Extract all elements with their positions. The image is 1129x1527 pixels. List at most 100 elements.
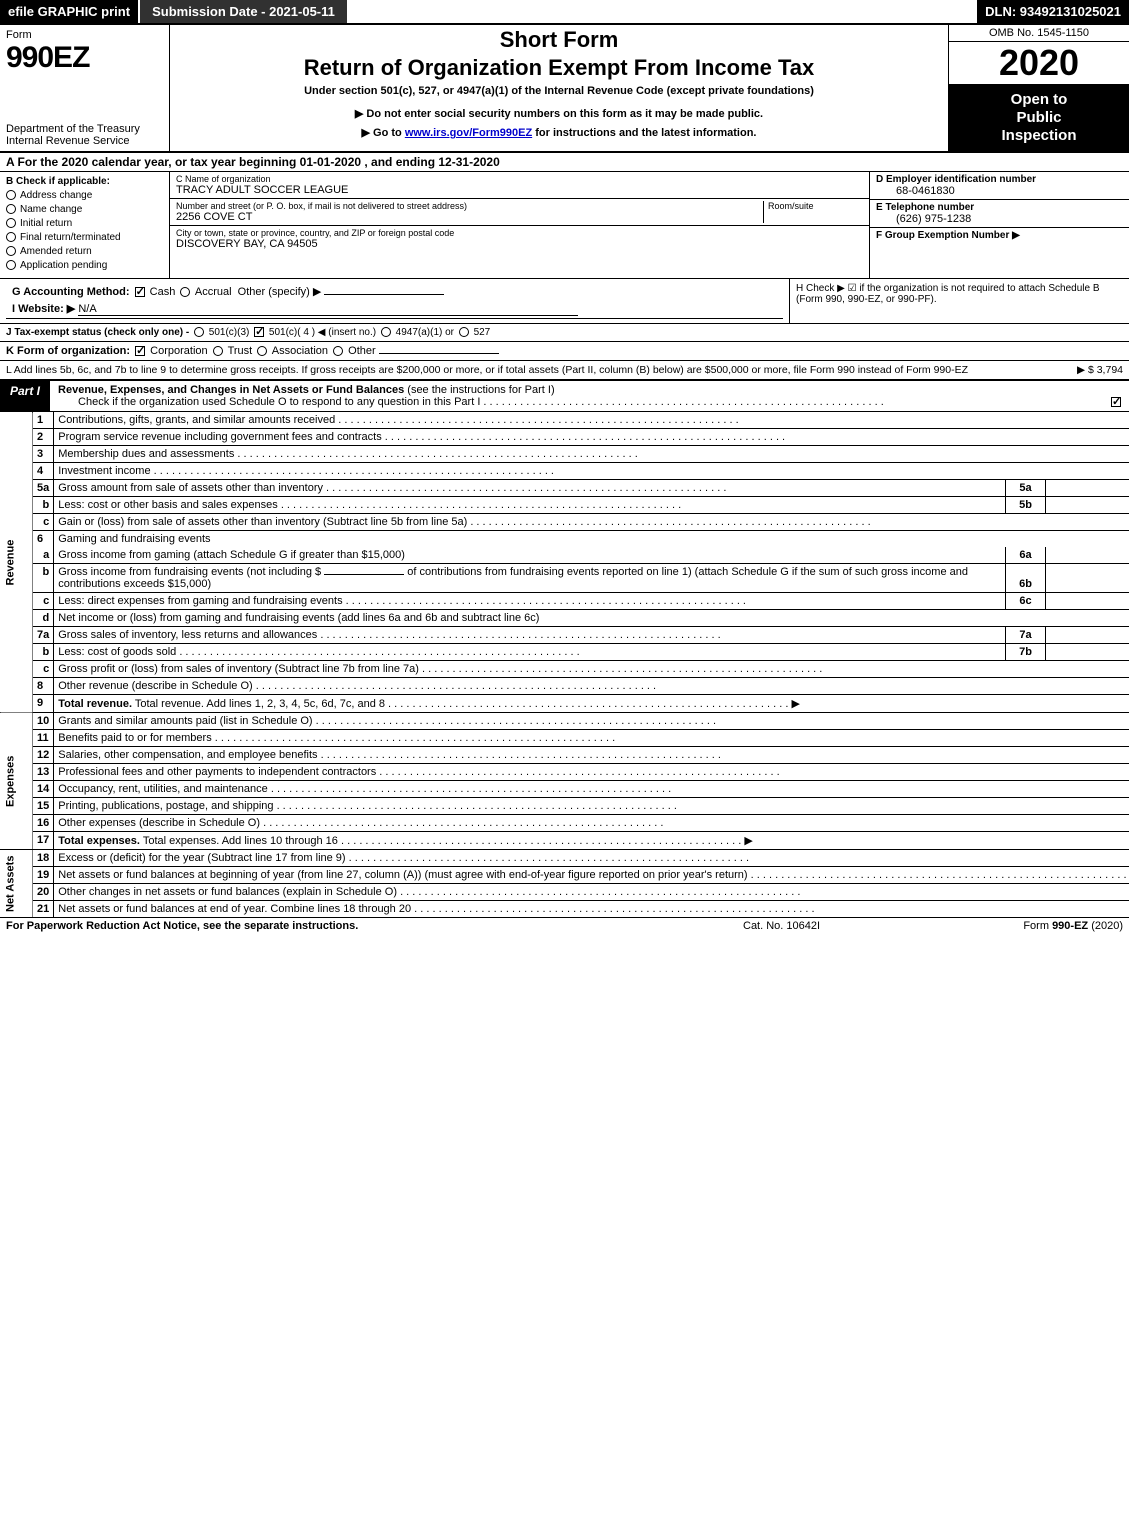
section-l: L Add lines 5b, 6c, and 7b to line 9 to … <box>0 361 1129 381</box>
efile-label[interactable]: efile GRAPHIC print <box>0 0 138 23</box>
chk-application-pending[interactable]: Application pending <box>6 260 163 271</box>
form-number: 990EZ <box>6 41 163 75</box>
section-gi: G Accounting Method: Cash Accrual Other … <box>0 279 789 323</box>
line-7a: 7a Gross sales of inventory, less return… <box>0 627 1129 644</box>
line-5b: b Less: cost or other basis and sales ex… <box>0 497 1129 514</box>
l-amount: ▶ $ 3,794 <box>1077 364 1123 376</box>
section-def: D Employer identification number 68-0461… <box>869 172 1129 278</box>
line-7c: c Gross profit or (loss) from sales of i… <box>0 661 1129 678</box>
section-a: A For the 2020 calendar year, or tax yea… <box>0 153 1129 172</box>
row-ghi: G Accounting Method: Cash Accrual Other … <box>0 279 1129 324</box>
accounting-method: G Accounting Method: Cash Accrual Other … <box>6 283 783 300</box>
page-footer: For Paperwork Reduction Act Notice, see … <box>0 918 1129 934</box>
chk-initial-return[interactable]: Initial return <box>6 218 163 229</box>
irs-link[interactable]: www.irs.gov/Form990EZ <box>405 127 532 139</box>
info-grid: B Check if applicable: Address change Na… <box>0 172 1129 279</box>
line-6c: c Less: direct expenses from gaming and … <box>0 593 1129 610</box>
k-label: K Form of organization: <box>6 345 130 357</box>
chk-4947[interactable] <box>381 327 391 337</box>
room-suite: Room/suite <box>763 201 863 223</box>
form-header: Form 990EZ Department of the Treasury In… <box>0 25 1129 153</box>
section-c: C Name of organization TRACY ADULT SOCCE… <box>170 172 869 278</box>
form-label: Form <box>6 29 163 41</box>
line-9: 9 Total revenue. Total revenue. Add line… <box>0 695 1129 713</box>
h-text: H Check ▶ ☑ if the organization is not r… <box>796 283 1100 305</box>
lines-table: Revenue 1 Contributions, gifts, grants, … <box>0 412 1129 918</box>
other-org-input[interactable] <box>379 353 499 354</box>
line-16: 16 Other expenses (describe in Schedule … <box>0 815 1129 832</box>
chk-name-change[interactable]: Name change <box>6 204 163 215</box>
line-19: 19 Net assets or fund balances at beginn… <box>0 867 1129 884</box>
line-7b: b Less: cost of goods sold 7b <box>0 644 1129 661</box>
line-17: 17 Total expenses. Total expenses. Add l… <box>0 832 1129 850</box>
dept-line-1: Department of the Treasury <box>6 123 163 135</box>
expenses-vertical-label: Expenses <box>0 713 33 850</box>
line-15: 15 Printing, publications, postage, and … <box>0 798 1129 815</box>
org-name-value: TRACY ADULT SOCCER LEAGUE <box>176 184 863 196</box>
chk-cash[interactable] <box>135 287 145 297</box>
chk-corporation[interactable] <box>135 346 145 356</box>
section-b-header: B Check if applicable: <box>6 176 163 187</box>
goto-pre: ▶ Go to <box>362 127 405 139</box>
part-i-check-text: Check if the organization used Schedule … <box>58 396 1095 408</box>
ein-row: D Employer identification number 68-0461… <box>870 172 1129 200</box>
line-13: 13 Professional fees and other payments … <box>0 764 1129 781</box>
line-1: Revenue 1 Contributions, gifts, grants, … <box>0 412 1129 429</box>
telephone-row: E Telephone number (626) 975-1238 <box>870 200 1129 228</box>
j-label: J Tax-exempt status (check only one) - <box>6 327 189 338</box>
header-right: OMB No. 1545-1150 2020 Open to Public In… <box>949 25 1129 151</box>
l1-num: 1 <box>33 412 54 429</box>
part-i-checkbox[interactable] <box>1111 397 1121 407</box>
line-6d: d Net income or (loss) from gaming and f… <box>0 610 1129 627</box>
return-title: Return of Organization Exempt From Incom… <box>176 55 942 81</box>
line-3: 3 Membership dues and assessments 3 <box>0 446 1129 463</box>
chk-association[interactable] <box>257 346 267 356</box>
telephone-label: E Telephone number <box>876 202 1123 213</box>
part-i-checkbox-cell <box>1103 381 1129 411</box>
other-specify-input[interactable] <box>324 294 444 295</box>
chk-501c[interactable] <box>254 327 264 337</box>
g-label: G Accounting Method: <box>12 286 130 298</box>
ein-value: 68-0461830 <box>876 185 1123 197</box>
website-value: N/A <box>78 303 578 316</box>
part-i-title: Revenue, Expenses, and Changes in Net As… <box>50 381 1103 411</box>
chk-trust[interactable] <box>213 346 223 356</box>
fundraising-amount-input[interactable] <box>324 574 404 575</box>
line-6: 6 Gaming and fundraising events <box>0 531 1129 548</box>
part-i-bold: Revenue, Expenses, and Changes in Net As… <box>58 384 404 396</box>
revenue-vertical-label: Revenue <box>0 412 33 713</box>
open-line-2: Public <box>951 109 1127 127</box>
open-to-public: Open to Public Inspection <box>949 85 1129 151</box>
address-label: Number and street (or P. O. box, if mail… <box>176 201 763 211</box>
org-name-row: C Name of organization TRACY ADULT SOCCE… <box>170 172 869 199</box>
line-6b: b Gross income from fundraising events (… <box>0 564 1129 593</box>
chk-accrual[interactable] <box>180 287 190 297</box>
line-8: 8 Other revenue (describe in Schedule O)… <box>0 678 1129 695</box>
chk-501c3[interactable] <box>194 327 204 337</box>
open-line-3: Inspection <box>951 127 1127 145</box>
chk-final-return[interactable]: Final return/terminated <box>6 232 163 243</box>
section-b: B Check if applicable: Address change Na… <box>0 172 170 278</box>
chk-address-change[interactable]: Address change <box>6 190 163 201</box>
telephone-value: (626) 975-1238 <box>876 213 1123 225</box>
omb-number: OMB No. 1545-1150 <box>949 25 1129 42</box>
line-12: 12 Salaries, other compensation, and emp… <box>0 747 1129 764</box>
top-bar: efile GRAPHIC print Submission Date - 20… <box>0 0 1129 25</box>
topbar-spacer <box>347 0 977 23</box>
open-line-1: Open to <box>951 91 1127 109</box>
city-label: City or town, state or province, country… <box>176 228 863 238</box>
footer-left: For Paperwork Reduction Act Notice, see … <box>6 920 743 932</box>
chk-527[interactable] <box>459 327 469 337</box>
group-exemption-row: F Group Exemption Number ▶ <box>870 228 1129 278</box>
line-2: 2 Program service revenue including gove… <box>0 429 1129 446</box>
chk-other-org[interactable] <box>333 346 343 356</box>
short-form-title: Short Form <box>176 27 942 53</box>
goto-note: ▶ Go to www.irs.gov/Form990EZ for instru… <box>176 126 942 139</box>
i-label: I Website: ▶ <box>12 303 75 315</box>
chk-amended-return[interactable]: Amended return <box>6 246 163 257</box>
line-11: 11 Benefits paid to or for members 11 <box>0 730 1129 747</box>
ssn-note: ▶ Do not enter social security numbers o… <box>176 107 942 120</box>
tax-year: 2020 <box>949 42 1129 85</box>
line-21: 21 Net assets or fund balances at end of… <box>0 901 1129 918</box>
line-5c: c Gain or (loss) from sale of assets oth… <box>0 514 1129 531</box>
